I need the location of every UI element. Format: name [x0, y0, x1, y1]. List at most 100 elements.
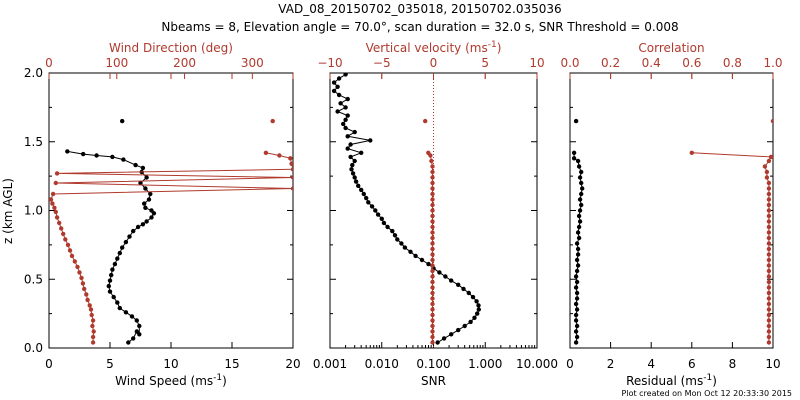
- data-point: [343, 125, 348, 131]
- series-line-1: [691, 152, 772, 343]
- y-tick-label: 1.5: [24, 135, 43, 149]
- data-point: [573, 285, 579, 290]
- data-point: [466, 290, 471, 296]
- data-point: [472, 315, 477, 320]
- x-axis-label: Residual (ms-1): [626, 373, 717, 388]
- data-point: [577, 208, 583, 213]
- data-point: [766, 307, 772, 312]
- data-point: [110, 154, 115, 160]
- data-point: [69, 253, 75, 259]
- top-tick-label: 200: [173, 56, 196, 70]
- series-group: [331, 73, 481, 345]
- data-point: [133, 162, 138, 168]
- data-point: [441, 336, 447, 341]
- data-point: [385, 224, 390, 230]
- series-line-1: [50, 152, 293, 343]
- data-point: [408, 249, 413, 254]
- data-point: [263, 150, 269, 155]
- data-point: [359, 187, 364, 193]
- data-point: [352, 129, 357, 135]
- data-point: [766, 213, 772, 219]
- data-point: [575, 230, 581, 235]
- data-point: [352, 175, 357, 180]
- data-point: [430, 301, 435, 307]
- x-tick-label: 0: [45, 357, 53, 371]
- data-point: [143, 205, 148, 210]
- data-point: [430, 307, 435, 312]
- data-point: [63, 237, 68, 242]
- data-point: [110, 267, 115, 272]
- series-group: [571, 118, 773, 345]
- data-point: [352, 158, 357, 164]
- top-axis-label: Wind Direction (deg): [109, 41, 233, 55]
- data-point: [429, 158, 434, 164]
- data-point: [290, 167, 293, 172]
- data-point: [430, 197, 435, 202]
- data-point: [430, 186, 435, 191]
- data-point: [762, 164, 768, 169]
- data-point: [331, 88, 337, 94]
- data-point: [379, 216, 384, 221]
- data-point: [138, 180, 143, 186]
- data-point: [120, 245, 125, 250]
- data-point: [575, 158, 581, 164]
- data-point: [423, 118, 428, 124]
- data-point: [52, 205, 57, 210]
- data-point: [67, 248, 73, 253]
- data-point: [331, 80, 337, 85]
- data-point: [375, 212, 381, 217]
- top-axis-label-main: Vertical velocity (ms: [366, 41, 488, 55]
- data-point: [766, 186, 772, 191]
- data-point: [456, 327, 461, 333]
- x-tick-label: 10: [765, 357, 780, 371]
- data-point: [766, 329, 772, 334]
- data-point: [90, 323, 95, 329]
- x-tick-label: 8: [729, 357, 737, 371]
- data-point: [437, 270, 442, 275]
- data-point: [366, 200, 371, 205]
- data-point: [573, 340, 579, 345]
- data-point: [689, 150, 694, 155]
- x-tick-label: 1.000: [468, 357, 502, 371]
- data-point: [413, 253, 418, 259]
- data-point: [474, 299, 479, 304]
- data-point: [573, 329, 579, 334]
- data-point: [80, 281, 86, 286]
- data-point: [766, 202, 772, 208]
- series-line-0: [333, 73, 480, 343]
- data-point: [574, 307, 580, 312]
- x-axis-label-tail: ): [712, 374, 717, 388]
- y-axis-label: z (km AGL): [1, 178, 15, 244]
- data-point: [53, 180, 58, 186]
- data-point: [88, 307, 94, 312]
- data-point: [449, 278, 454, 283]
- data-point: [350, 171, 356, 176]
- data-point: [364, 195, 369, 201]
- data-point: [449, 332, 454, 337]
- series-line-0: [67, 150, 155, 343]
- data-point: [75, 264, 80, 270]
- data-point: [574, 279, 580, 285]
- data-point: [443, 274, 448, 279]
- data-point: [435, 340, 440, 345]
- data-point: [430, 285, 435, 290]
- top-tick-label: 100: [105, 56, 128, 70]
- data-point: [341, 121, 346, 127]
- y-tick-label: 1.0: [24, 204, 43, 218]
- top-axis-label-sup: -1: [488, 40, 497, 50]
- data-point: [766, 323, 772, 329]
- x-axis-label-main: Wind Speed (ms: [115, 374, 213, 388]
- data-point: [121, 157, 126, 162]
- data-point: [574, 241, 580, 246]
- data-point: [142, 201, 147, 206]
- data-point: [430, 340, 435, 345]
- data-point: [419, 257, 425, 263]
- data-point: [461, 286, 466, 292]
- data-point: [49, 197, 54, 202]
- data-point: [54, 171, 60, 176]
- series-group: [49, 118, 293, 345]
- data-point: [373, 208, 378, 213]
- data-point: [348, 154, 353, 160]
- data-point: [144, 219, 149, 224]
- data-point: [430, 279, 435, 285]
